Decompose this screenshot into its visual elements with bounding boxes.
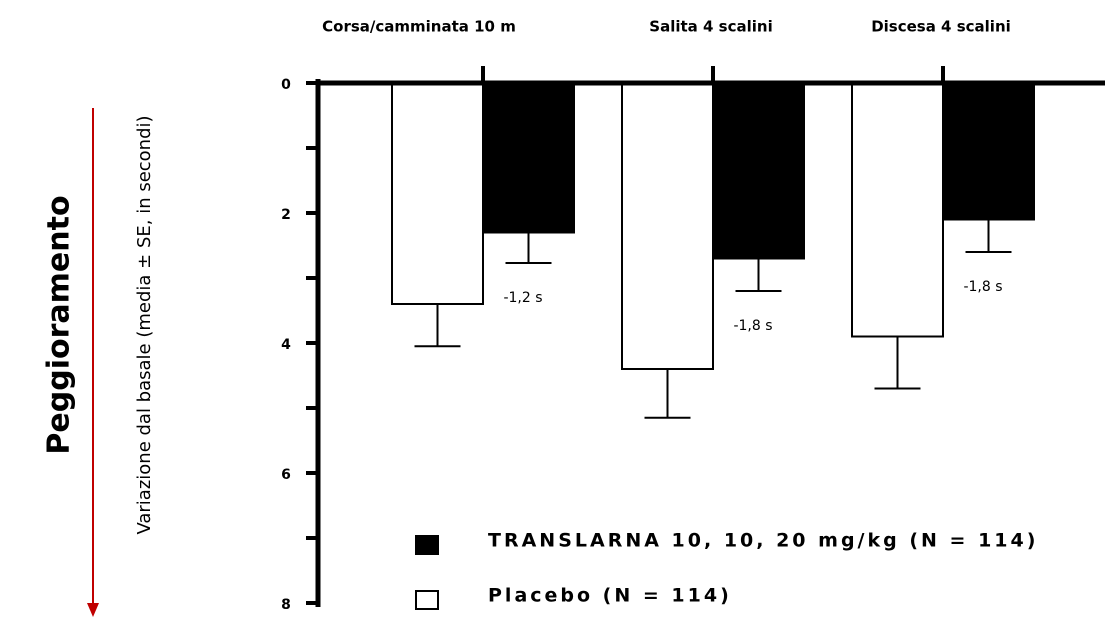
bar xyxy=(391,82,484,305)
y-tick-label: 8 xyxy=(281,597,291,613)
bar xyxy=(851,82,944,338)
y-tick-label: 2 xyxy=(281,207,291,223)
side-label: Peggioramento xyxy=(42,195,77,454)
error-bar xyxy=(414,304,461,348)
category-label: Corsa/camminata 10 m xyxy=(322,18,516,36)
bar xyxy=(621,82,714,370)
y-tick-label: 0 xyxy=(281,77,291,93)
category-label: Salita 4 scalini xyxy=(649,18,772,36)
bar xyxy=(482,82,575,234)
annotation: -1,2 s xyxy=(503,290,542,306)
error-bar xyxy=(965,219,1012,253)
legend-swatch xyxy=(415,590,439,610)
legend-swatch xyxy=(415,535,439,555)
legend-label: Placebo (N = 114) xyxy=(488,585,732,607)
category-label: Discesa 4 scalini xyxy=(871,18,1011,36)
annotation: -1,8 s xyxy=(963,279,1002,295)
error-bar xyxy=(874,336,921,390)
bar xyxy=(942,82,1035,221)
y-tick-label: 6 xyxy=(281,467,291,483)
legend-label: TRANSLARNA 10, 10, 20 mg/kg (N = 114) xyxy=(488,530,1038,552)
error-bar xyxy=(735,258,782,292)
y-tick-label: 4 xyxy=(281,337,291,353)
annotation: -1,8 s xyxy=(733,318,772,334)
error-bar xyxy=(644,369,691,419)
y-axis-label: Variazione dal basale (media ± SE, in se… xyxy=(134,115,155,534)
bar xyxy=(712,82,805,260)
error-bar xyxy=(505,232,552,265)
worsening-arrowhead xyxy=(87,603,99,617)
